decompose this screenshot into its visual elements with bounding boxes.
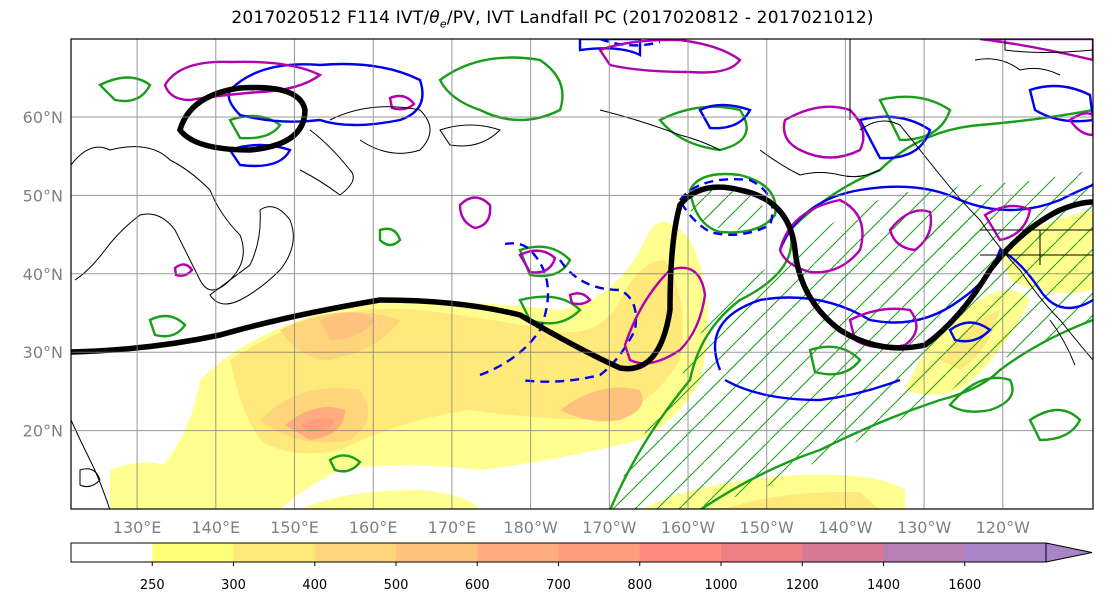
- colorbar-tick-label: 500: [384, 578, 409, 593]
- gridlines: [71, 39, 1093, 509]
- lat-label: 30°N: [23, 343, 63, 362]
- lat-label: 40°N: [23, 265, 63, 284]
- figure-title: 2017020512 F114 IVT/θe/PV, IVT Landfall …: [231, 8, 874, 31]
- lon-label: 160°W: [661, 518, 716, 537]
- lon-label: 150°W: [740, 518, 795, 537]
- colorbar-segment: [233, 543, 316, 562]
- colorbar-tick-label: 250: [140, 578, 165, 593]
- colorbar-segment: [152, 543, 234, 562]
- colorbar-segment: [721, 543, 803, 562]
- colorbar-segment: [71, 543, 153, 562]
- lat-label: 20°N: [23, 422, 63, 441]
- lon-label: 140°W: [818, 518, 873, 537]
- theta-subscript: e: [439, 17, 447, 31]
- colorbar-tick-label: 400: [302, 578, 327, 593]
- colorbar-tick-label: 600: [465, 578, 490, 593]
- colorbar-tick-label: 1200: [786, 578, 819, 593]
- lat-label: 60°N: [23, 108, 63, 127]
- landfall-pc-contour: [71, 84, 1093, 372]
- lon-label: 160°E: [349, 518, 398, 537]
- colorbar-tick-label: 1000: [704, 578, 737, 593]
- colorbar-segment: [558, 543, 641, 562]
- colorbar-tick-label: 300: [221, 578, 246, 593]
- pv-negative-contours: [227, 39, 1093, 402]
- colorbar-tick-label: 1600: [948, 578, 981, 593]
- colorbar-segment: [396, 543, 478, 562]
- colorbar-segment: [802, 543, 884, 562]
- longitude-labels: 130°E 140°E 150°E 160°E 170°E 180°W 170°W 160°W…: [113, 518, 1030, 537]
- colorbar-tick-label: 700: [546, 578, 571, 593]
- lat-label: 50°N: [23, 186, 63, 205]
- colorbar-segment: [964, 543, 1047, 562]
- colorbar-segment: [314, 543, 397, 562]
- theta-symbol: θ: [429, 8, 440, 28]
- latitude-labels: 60°N 50°N 40°N 30°N 20°N: [23, 108, 63, 441]
- coastlines: [71, 39, 1093, 509]
- colorbar-tick-labels: 250 300 400 500 600 700 800 1000 1200 1400 1600: [140, 562, 981, 593]
- theta-e-contours: [97, 56, 1093, 509]
- colorbar-segment: [477, 543, 559, 562]
- pv-negative-dashed: [479, 39, 774, 383]
- colorbar-extend-arrow: [1045, 542, 1093, 563]
- lon-label: 130°E: [113, 518, 162, 537]
- lon-label: 130°W: [897, 518, 952, 537]
- lon-label: 180°W: [503, 518, 558, 537]
- colorbar-segment: [639, 543, 722, 562]
- colorbar-tick-label: 1400: [867, 578, 900, 593]
- lon-label: 140°E: [191, 518, 240, 537]
- lon-label: 120°W: [976, 518, 1031, 537]
- colorbar-tick-label: 800: [627, 578, 652, 593]
- map-frame: [70, 38, 1094, 510]
- lon-label: 150°E: [270, 518, 319, 537]
- colorbar: [70, 542, 1093, 563]
- map-panel: [71, 39, 1093, 509]
- lon-label: 170°E: [428, 518, 477, 537]
- lon-label: 170°W: [582, 518, 637, 537]
- colorbar-segment: [883, 543, 966, 562]
